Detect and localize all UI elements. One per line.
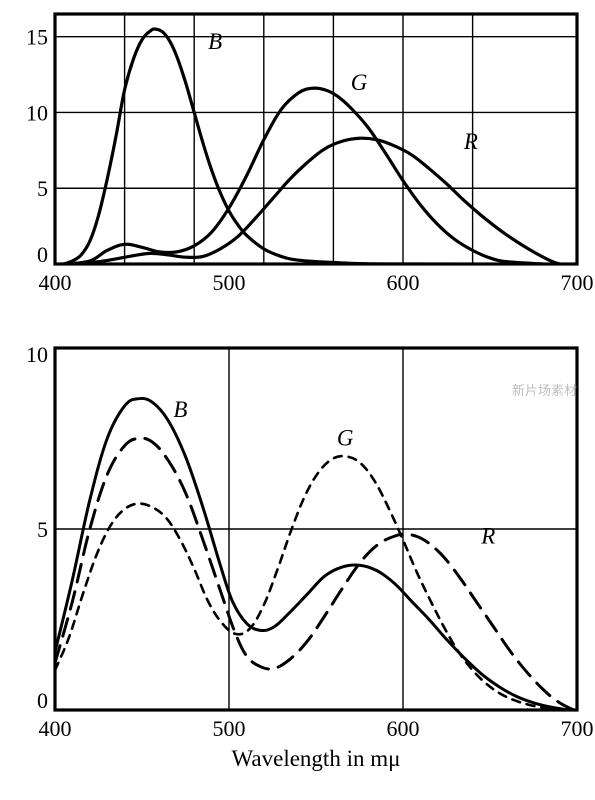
ytick-label: 0 xyxy=(37,242,48,267)
xtick-label: 500 xyxy=(213,270,246,295)
xtick-label: 600 xyxy=(387,716,420,741)
ytick-label: 5 xyxy=(37,517,48,542)
ytick-label: 5 xyxy=(37,176,48,201)
xtick-label: 700 xyxy=(561,716,594,741)
xtick-label: 400 xyxy=(39,716,72,741)
series-label-B: B xyxy=(208,29,222,54)
ytick-label: 0 xyxy=(37,688,48,713)
page: B G R 0 5 10 15 400 500 600 700 B G R 0 5 10 400 500 600 700… xyxy=(0,0,595,800)
series-G xyxy=(55,456,574,710)
series-label-B: B xyxy=(173,397,187,422)
charts-svg: B G R 0 5 10 15 400 500 600 700 B G R 0 5 10 400 500 600 700… xyxy=(0,0,595,800)
ytick-label: 15 xyxy=(26,25,48,50)
series-label-G: G xyxy=(351,70,368,95)
xtick-label: 400 xyxy=(39,270,72,295)
series-G xyxy=(64,88,543,264)
top-chart: B G R 0 5 10 15 400 500 600 700 xyxy=(26,14,594,295)
series-label-R: R xyxy=(480,523,495,548)
ytick-label: 10 xyxy=(26,100,48,125)
ytick-label: 10 xyxy=(26,342,48,367)
series-label-G: G xyxy=(337,426,354,451)
x-axis-label: Wavelength in mμ xyxy=(232,746,401,771)
series-label-R: R xyxy=(463,129,478,154)
xtick-label: 700 xyxy=(561,270,594,295)
bottom-chart: B G R 0 5 10 400 500 600 700 xyxy=(26,342,594,741)
chart-border xyxy=(55,14,577,264)
xtick-label: 500 xyxy=(213,716,246,741)
series-B xyxy=(55,398,568,710)
xtick-label: 600 xyxy=(387,270,420,295)
